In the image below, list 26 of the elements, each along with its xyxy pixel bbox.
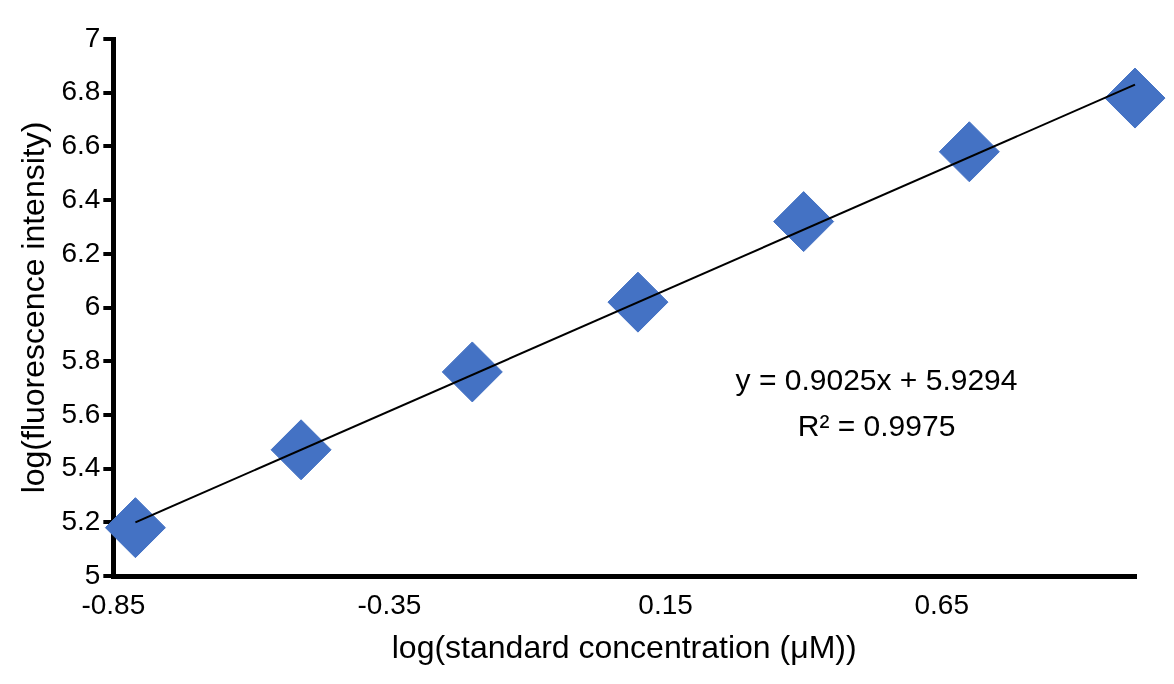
x-tick-label: -0.85 [81, 588, 146, 620]
point [270, 419, 332, 481]
y-tick-label: 6 [84, 290, 101, 322]
y-tick-label: 5.8 [61, 343, 101, 375]
y-tick-label: 7 [84, 21, 101, 53]
y-tick-label: 5.6 [61, 397, 101, 429]
x-tick-label: 0.15 [638, 588, 693, 620]
x-axis-title: log(standard concentration (μM)) [391, 628, 857, 665]
y-tick-label: 5 [84, 558, 101, 590]
y-tick-label: 5.2 [61, 505, 101, 537]
y-tick-label: 6.8 [61, 75, 101, 107]
annotation: R² = 0.9975 [797, 408, 956, 442]
point [104, 497, 166, 559]
y-tick-label: 6.4 [61, 182, 101, 214]
point [607, 271, 669, 333]
point [938, 121, 1000, 183]
y-tick-label: 6.2 [61, 236, 101, 268]
annotation: y = 0.9025x + 5.9294 [735, 362, 1018, 396]
point [1104, 67, 1166, 129]
y-tick-label: 5.4 [61, 451, 101, 483]
point [441, 341, 503, 403]
point [773, 191, 835, 253]
y-axis-title: log(fluorescence intensity) [15, 121, 52, 494]
x-tick-label: 0.65 [914, 588, 969, 620]
y-tick-label: 6.6 [61, 129, 101, 161]
x-tick-label: -0.35 [357, 588, 422, 620]
